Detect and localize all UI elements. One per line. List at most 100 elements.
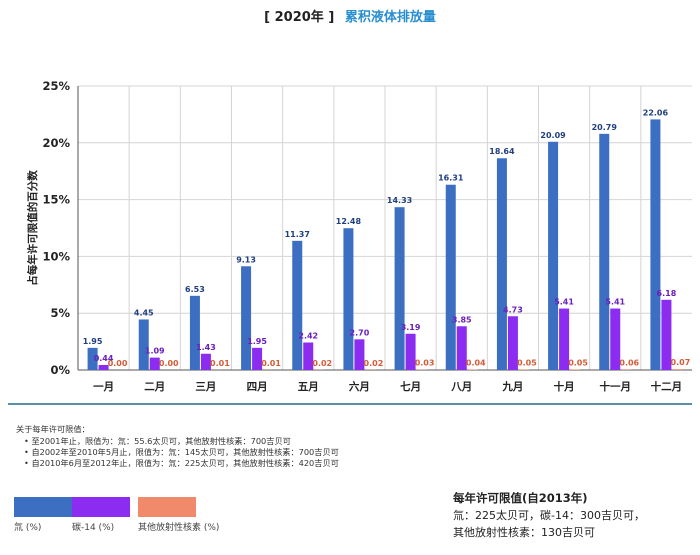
- data-label: 18.64: [489, 147, 515, 156]
- data-label: 0.05: [517, 358, 537, 367]
- data-label: 0.44: [94, 354, 114, 363]
- limit-notes: 关于每年许可限值： 至2001年止，限值为：氚：55.6太贝可，其他放射性核素：…: [16, 424, 339, 469]
- y-tick-label: 0%: [50, 363, 70, 377]
- data-label: 4.73: [503, 305, 523, 314]
- data-label: 11.37: [285, 230, 310, 239]
- data-label: 1.95: [83, 337, 103, 346]
- data-label: 14.33: [387, 196, 412, 205]
- x-tick-label: 三月: [195, 381, 216, 393]
- data-label: 2.70: [350, 328, 370, 337]
- note-item: 自2010年6月至2012年止，限值为：氚：225太贝可，其他放射性核素：420…: [24, 458, 338, 469]
- y-tick-label: 10%: [42, 249, 70, 263]
- bar: [507, 316, 518, 370]
- chart-title: [ 2020年 ] 累积液体排放量: [0, 6, 700, 25]
- x-tick-label: 七月: [400, 380, 421, 393]
- data-label: 6.18: [657, 289, 677, 298]
- limits-line2: 其他放射性核素：130吉贝可: [453, 526, 595, 539]
- bar: [98, 365, 109, 370]
- data-label: 0.02: [364, 359, 384, 368]
- bar: [354, 339, 365, 370]
- data-label: 0.06: [619, 358, 639, 367]
- x-tick-label: 六月: [349, 380, 370, 393]
- y-axis-label: 占每年许可限值的百分数: [26, 170, 39, 286]
- data-label: 22.06: [643, 108, 669, 117]
- legend-swatch: [138, 497, 196, 517]
- x-tick-label: 十一月: [600, 380, 632, 393]
- data-label: 0.01: [210, 359, 230, 368]
- bar: [621, 369, 632, 370]
- bar: [661, 299, 672, 370]
- x-tick-label: 九月: [501, 380, 523, 393]
- data-label: 5.41: [605, 298, 625, 307]
- divider: [8, 403, 692, 405]
- y-tick-label: 5%: [50, 306, 70, 320]
- x-tick-label: 十二月: [651, 380, 683, 393]
- data-label: 3.85: [452, 315, 472, 324]
- legend-other: 其他放射性核素 (%): [138, 497, 219, 533]
- bar: [548, 141, 559, 370]
- note-item: 自2002年至2010年5月止，限值为：氚：145太贝可，其他放射性核素：700…: [24, 447, 338, 458]
- bar: [87, 347, 98, 370]
- data-label: 3.19: [401, 323, 421, 332]
- legend-swatch: [72, 497, 130, 517]
- legend-label: 碳-14 (%): [72, 523, 115, 533]
- data-label: 0.03: [415, 359, 435, 368]
- y-tick-label: 25%: [42, 79, 70, 93]
- data-label: 9.13: [236, 255, 256, 264]
- bar: [394, 207, 405, 370]
- legend-c14: 碳-14 (%): [72, 497, 130, 533]
- bar: [650, 119, 661, 370]
- bar: [303, 342, 314, 370]
- bar: [252, 347, 263, 370]
- x-tick-label: 五月: [298, 381, 319, 393]
- limits-line1: 氚：225太贝可，碳-14：300吉贝可，: [453, 509, 645, 522]
- legend-label: 氚 (%): [14, 523, 42, 533]
- data-label: 4.45: [134, 308, 154, 317]
- notes-heading: 关于每年许可限值：: [16, 424, 90, 434]
- data-label: 0.00: [108, 359, 128, 368]
- bar: [445, 184, 456, 370]
- bar: [672, 369, 683, 370]
- bar: [149, 357, 160, 370]
- x-tick-label: 十月: [554, 380, 575, 393]
- bar: [405, 333, 416, 370]
- bar: [610, 308, 621, 370]
- data-label: 1.95: [247, 337, 267, 346]
- data-label: 20.79: [592, 123, 618, 132]
- bar: [496, 158, 507, 370]
- data-label: 0.00: [159, 359, 179, 368]
- legend-tritium: 氚 (%): [14, 497, 72, 533]
- year-label: [ 2020年 ]: [264, 10, 335, 25]
- data-label: 16.31: [438, 174, 464, 183]
- data-label: 1.09: [145, 347, 165, 356]
- limits-title: 每年许可限值(自2013年): [453, 491, 588, 505]
- legend-swatch: [14, 497, 72, 517]
- annual-limits: 每年许可限值(自2013年) 氚：225太贝可，碳-14：300吉贝可， 其他放…: [453, 490, 645, 541]
- data-label: 12.48: [336, 217, 362, 226]
- bar: [292, 240, 303, 370]
- data-label: 0.02: [312, 359, 332, 368]
- x-tick-label: 四月: [247, 381, 268, 393]
- bar: [559, 308, 570, 370]
- bar: [241, 266, 252, 370]
- bar-chart: 0%5%10%15%20%25%1.950.440.00一月4.451.090.…: [26, 79, 692, 393]
- title-text: 累积液体排放量: [344, 10, 436, 25]
- y-tick-label: 15%: [42, 193, 70, 207]
- data-label: 0.04: [466, 359, 486, 368]
- data-label: 0.05: [568, 358, 588, 367]
- data-label: 0.07: [671, 358, 691, 367]
- legend-label: 其他放射性核素 (%): [138, 523, 220, 533]
- x-tick-label: 八月: [450, 381, 472, 393]
- bar: [599, 133, 610, 370]
- data-label: 0.01: [261, 359, 281, 368]
- data-label: 20.09: [540, 131, 566, 140]
- data-label: 2.42: [298, 332, 318, 341]
- bar: [343, 228, 354, 370]
- bar: [189, 295, 200, 370]
- bar: [200, 353, 211, 370]
- bar: [138, 319, 149, 370]
- data-label: 5.41: [554, 298, 574, 307]
- bar: [456, 326, 467, 370]
- x-tick-label: 一月: [93, 381, 114, 393]
- x-tick-label: 二月: [144, 381, 165, 393]
